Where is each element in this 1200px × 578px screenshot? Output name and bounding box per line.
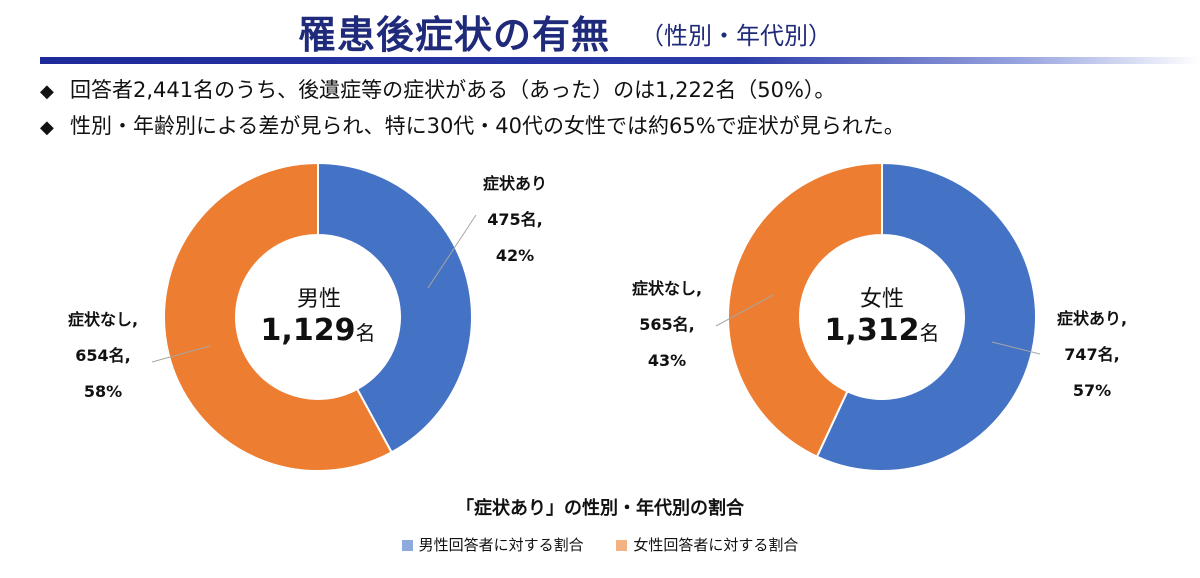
bullet-item: ◆ 性別・年齢別による差が見られ、特に30代・40代の女性では約65%で症状が見ら… xyxy=(40,110,905,140)
pie-slice-male-with-symptoms xyxy=(317,161,473,454)
slice-percent: 42% xyxy=(496,246,534,265)
title-underline xyxy=(40,57,1200,64)
legend-swatch xyxy=(616,540,628,551)
leader-line xyxy=(991,341,1041,355)
slice-count: 565名, xyxy=(639,315,694,334)
center-label: 男性 xyxy=(297,287,341,312)
slice-percent: 43% xyxy=(648,351,686,370)
center-total: 1,129名 xyxy=(261,313,376,348)
bullet-text: 回答者2,441名のうち、後遺症等の症状がある（あった）のは1,222名（50%… xyxy=(70,78,836,102)
donut-chart-female: 女性 1,312名 症状あり, 747名, 57% 症状なし, 565名, 43… xyxy=(632,161,1127,472)
pie-slice-female-with-symptoms xyxy=(815,161,1037,472)
slice-label: 症状あり, xyxy=(1057,309,1127,328)
slice-count: 747名, xyxy=(1064,345,1119,364)
bottom-chart-title: 「症状あり」の性別・年代別の割合 xyxy=(456,498,744,519)
legend-label: 女性回答者に対する割合 xyxy=(633,536,799,554)
center-total: 1,312名 xyxy=(825,313,940,348)
slice-percent: 57% xyxy=(1073,381,1111,400)
pie-slice-female-without-symptoms xyxy=(727,161,883,458)
diamond-bullet-icon: ◆ xyxy=(40,81,54,102)
leader-line xyxy=(427,214,477,289)
bullet-text: 性別・年齢別による差が見られ、特に30代・40代の女性では約65%で症状が見られ… xyxy=(70,114,905,138)
legend-label: 男性回答者に対する割合 xyxy=(418,536,584,554)
slice-count: 654名, xyxy=(75,346,130,365)
legend-item-male: 男性回答者に対する割合 xyxy=(401,534,584,555)
slice-label: 症状なし, xyxy=(68,310,138,329)
pie-slice-male-without-symptoms xyxy=(163,161,393,472)
legend: 男性回答者に対する割合 女性回答者に対する割合 xyxy=(0,534,1200,555)
legend-swatch xyxy=(401,540,413,551)
diamond-bullet-icon: ◆ xyxy=(40,117,54,138)
bullet-item: ◆ 回答者2,441名のうち、後遺症等の症状がある（あった）のは1,222名（50… xyxy=(40,74,835,104)
legend-item-female: 女性回答者に対する割合 xyxy=(616,534,798,555)
leader-line xyxy=(715,294,774,327)
leader-line xyxy=(151,345,211,363)
title-area: 罹患後症状の有無 （性別・年代別） xyxy=(0,0,1200,70)
center-label: 女性 xyxy=(860,287,904,312)
slice-label: 症状あり xyxy=(483,174,547,193)
slice-percent: 58% xyxy=(84,382,122,401)
slice-count: 475名, xyxy=(487,210,542,229)
page-title: 罹患後症状の有無 xyxy=(298,13,611,57)
page-subtitle: （性別・年代別） xyxy=(640,22,832,50)
slice-label: 症状なし, xyxy=(632,279,702,298)
donut-chart-male: 男性 1,129名 症状あり 475名, 42% 症状なし, 654名, 58% xyxy=(68,161,547,472)
